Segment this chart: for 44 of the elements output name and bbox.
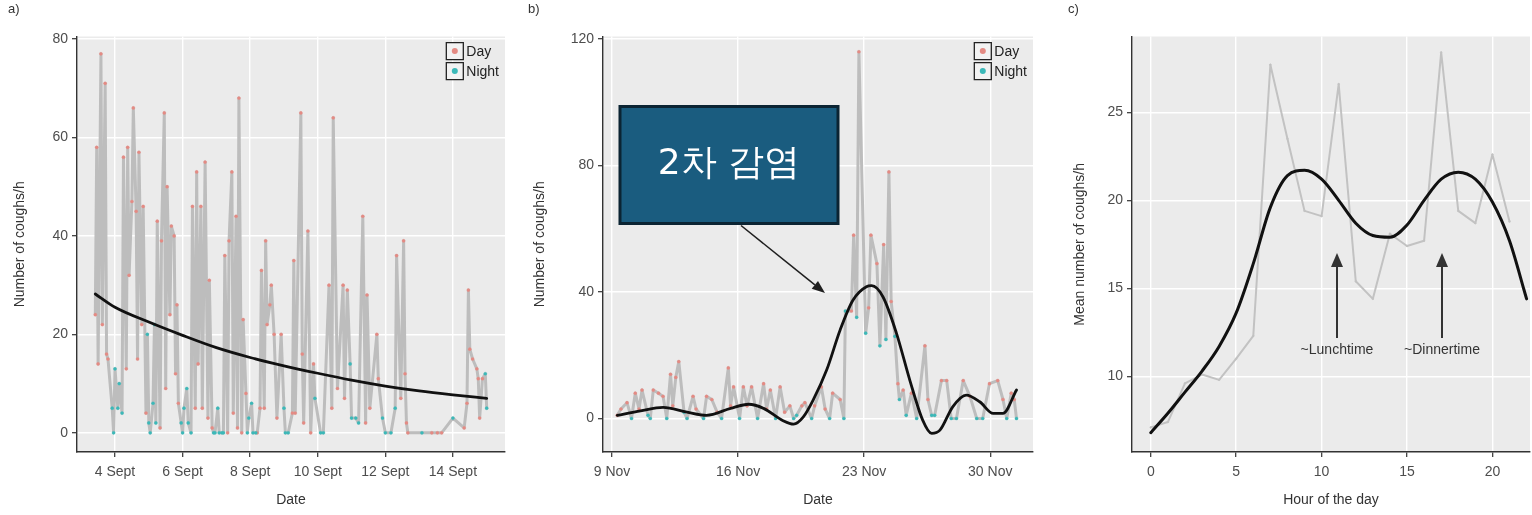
y-tick-label: 40 [578,282,595,299]
legend-label: Day [466,42,492,59]
x-axis-title: Hour of the day [1283,491,1379,508]
x-tick-label: 15 [1399,463,1416,480]
x-tick-label: 16 Nov [715,463,761,480]
legend-label: Night [466,62,500,79]
x-tick-label: 23 Nov [841,463,887,480]
x-tick-label: 10 Sept [293,463,342,480]
y-tick-label: 80 [578,156,595,173]
x-tick-label: 14 Sept [428,463,478,480]
y-tick-label: 0 [586,409,595,426]
x-tick-label: 4 Sept [94,463,136,480]
y-tick-label: 40 [52,226,69,243]
y-tick-label: 20 [52,325,69,342]
y-tick-label: 10 [1107,367,1124,384]
chart-title: a) [8,1,20,17]
annotation: 2차 감염 [657,141,801,183]
x-tick-label: 8 Sept [229,463,271,480]
y-tick-label: 0 [60,423,69,440]
x-axis-title: Date [803,491,833,508]
y-tick-label: 80 [52,29,69,46]
annotation: ~Lunchtime [1300,340,1374,357]
x-tick-label: 5 [1232,463,1241,480]
y-axis-title: Number of coughs/h [11,181,28,308]
x-axis-title: Date [276,491,306,508]
x-tick-label: 0 [1146,463,1155,480]
x-tick-label: 12 Sept [361,463,410,480]
y-axis-title: Mean number of coughs/h [1071,162,1088,326]
x-tick-label: 30 Nov [968,463,1013,480]
annotation: ~Dinnertime [1404,340,1481,357]
y-tick-label: 15 [1107,279,1124,296]
x-tick-label: 20 [1484,463,1501,480]
x-tick-label: 9 Nov [593,463,631,480]
y-tick-label: 60 [52,128,69,145]
legend-label: Day [994,42,1020,59]
y-axis-title: Number of coughs/h [531,181,548,308]
legend-label: Night [994,62,1028,79]
chart-title: c) [1068,1,1079,17]
x-tick-label: 6 Sept [162,463,203,480]
x-tick-label: 10 [1313,463,1330,480]
y-tick-label: 25 [1107,103,1124,120]
y-tick-label: 20 [1107,191,1124,208]
chart-title: b) [528,1,540,17]
y-tick-label: 120 [570,29,595,46]
